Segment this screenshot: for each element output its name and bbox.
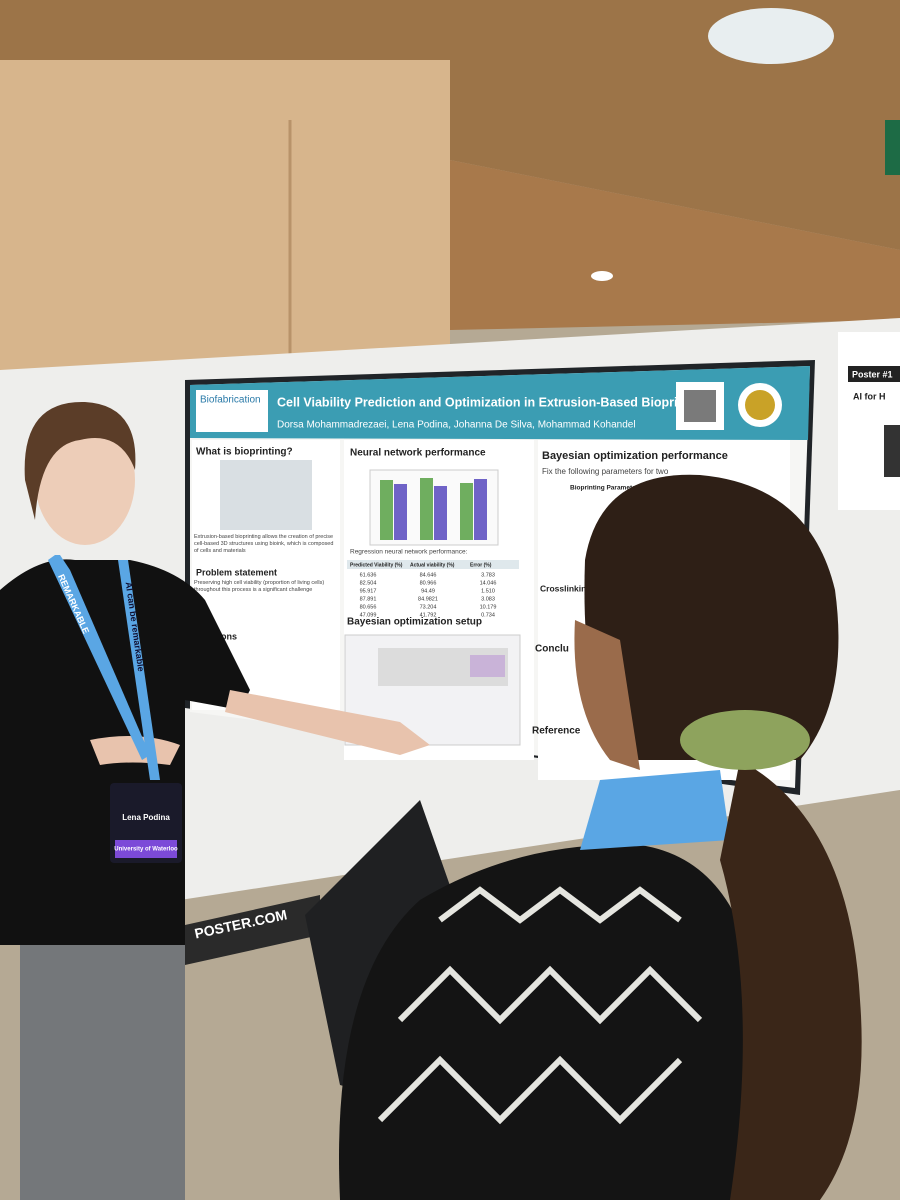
table-cell: 95.917 [360, 588, 377, 594]
lanyard-left [48, 555, 150, 760]
table-cell: 41.792 [420, 612, 437, 618]
university-crest [745, 390, 775, 420]
table-cell: 80.966 [420, 580, 437, 586]
sign-label-box [848, 366, 900, 382]
problem-text: Preserving high cell viability (proporti… [194, 580, 325, 594]
visitor-ponytail [720, 760, 862, 1200]
sweater-pattern [377, 886, 703, 1125]
table-cell: 14.046 [480, 580, 497, 586]
badge-stripe [115, 840, 177, 858]
ceiling-light [708, 8, 834, 64]
section-heading: Bayesian optimization performance [542, 450, 728, 462]
bar-figure [460, 483, 473, 540]
poster-authors: Dorsa Mohammadrezaei, Lena Podina, Johan… [277, 420, 636, 431]
scrunchie [680, 710, 810, 770]
section-heading: Problem statement [196, 567, 277, 577]
laptop [305, 800, 455, 1095]
bioprinting-figure [220, 460, 312, 530]
table-cell: 3.783 [481, 572, 495, 578]
results-table: Predicted Viability (%) Actual viability … [347, 560, 519, 618]
table-cell: 73.204 [420, 604, 437, 610]
table-header: Actual viability (%) [410, 562, 455, 568]
exit-sign [885, 120, 900, 175]
table-cell: 10.179 [480, 604, 497, 610]
bo-block [470, 655, 505, 677]
journal: Biofabrication [200, 395, 261, 406]
journal-box [196, 390, 268, 432]
sign-track: AI for H [853, 391, 886, 401]
bar-figure [474, 479, 487, 540]
table-cell: 82.504 [360, 580, 377, 586]
badge-name: Lena Podina [122, 813, 170, 822]
table-cell: 61.636 [360, 572, 377, 578]
problem-text-box: Preserving high cell viability (proporti… [194, 580, 325, 594]
bar-figure [394, 484, 407, 540]
section-heading: Bayesian optimization setup [347, 617, 482, 628]
poster-number: Poster #1 [852, 369, 893, 379]
table-cell: 84.9821 [418, 596, 438, 602]
nn-caption: Regression neural network performance: [350, 549, 468, 556]
bo-param: Bioprinting Parameter [570, 485, 639, 492]
section-heading: Conclu [535, 644, 569, 655]
table-cell: 80.656 [360, 604, 377, 610]
table-cell: 94.49 [421, 588, 435, 594]
poster-sign [838, 332, 900, 510]
section-heading: Reference [532, 726, 581, 737]
wood-wall [0, 60, 450, 370]
poster-title: Cell Viability Prediction and Optimizati… [277, 395, 708, 409]
pattern-zigzag [438, 886, 682, 924]
section-heading: What is bioprinting? [196, 447, 293, 458]
banner [185, 895, 320, 965]
table-cell: 47.099 [360, 612, 377, 618]
visitor-hair [584, 474, 839, 760]
table-cell: 87.891 [360, 596, 377, 602]
badge-org: University of Waterloo [114, 847, 178, 853]
lanyard-right [118, 560, 160, 780]
sign-qr [884, 425, 900, 477]
bar-figure [420, 478, 433, 540]
section-heading: Neural network performance [350, 448, 486, 459]
bo-text: Fix the following parameters for two [542, 467, 669, 476]
table-cell: 1.510 [481, 588, 495, 594]
visitor-lanyard [580, 770, 730, 850]
bar-figure [380, 480, 393, 540]
presenter-hair [24, 401, 136, 520]
presenter-arm [225, 690, 430, 755]
table-header: Predicted Viability (%) [350, 562, 403, 568]
table-cell: 0.734 [481, 612, 495, 618]
visitor-sweater [339, 844, 780, 1200]
qr-pattern [684, 390, 716, 422]
section-heading: Crosslinking [540, 583, 591, 593]
table-cell: 3.083 [481, 596, 495, 602]
ceiling-right [450, 160, 900, 330]
table-header: Error (%) [470, 562, 492, 568]
presenter-hand [90, 736, 180, 765]
table-header-bg [347, 560, 519, 569]
poster-title-bar [190, 366, 810, 440]
nn-bars [380, 478, 487, 540]
bar-figure [434, 486, 447, 540]
visitor-face [574, 620, 640, 770]
spot-light [591, 271, 613, 281]
intro-text: Extrusion-based bioprinting allows the c… [194, 534, 334, 555]
pattern-zigzag [397, 965, 703, 1025]
table-cell: 84.646 [420, 572, 437, 578]
intro-text-box: Extrusion-based bioprinting allows the c… [194, 534, 334, 555]
pattern-zigzag [377, 1055, 683, 1125]
